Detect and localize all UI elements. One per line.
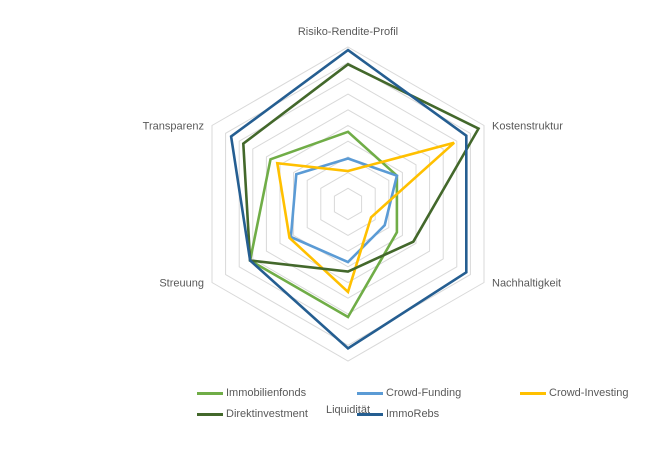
grid-ring (265, 109, 431, 299)
grid-ring (225, 62, 471, 346)
radar-series (229, 48, 481, 351)
grid-ring (306, 156, 390, 252)
grid-ring (333, 187, 363, 221)
axis-label: Nachhaltigkeit (492, 278, 561, 290)
grid-ring (211, 46, 485, 362)
grid-ring (293, 140, 403, 268)
axis-labels: Risiko-Rendite-Profil Kostenstruktur Nachh… (143, 26, 564, 416)
axis-label: Streuung (159, 278, 204, 290)
grid-ring (320, 172, 376, 236)
grid-ring (252, 93, 444, 315)
axis-label: Liquidität (326, 404, 370, 416)
axis-label: Transparenz (143, 121, 204, 133)
axis-label: Kostenstruktur (492, 121, 563, 133)
series-line (229, 48, 468, 351)
series-line (248, 130, 399, 319)
grid-ring (238, 77, 458, 331)
series-line (275, 141, 455, 295)
series-line (289, 157, 399, 264)
series-line (241, 62, 481, 273)
axis-label: Risiko-Rendite-Profil (298, 26, 398, 38)
radar-grid (211, 46, 485, 362)
